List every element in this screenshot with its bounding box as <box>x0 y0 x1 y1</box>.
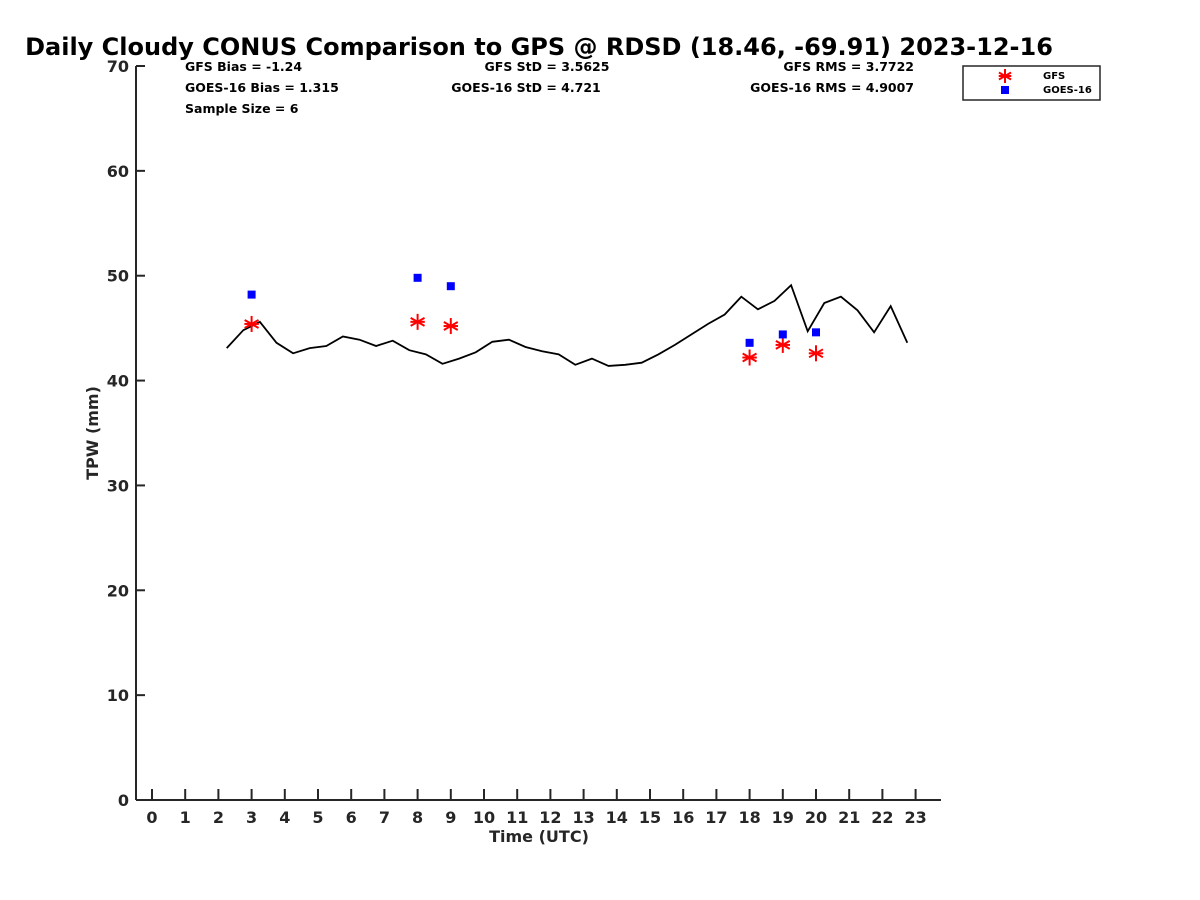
x-tick-label: 23 <box>904 808 926 827</box>
x-tick-label: 22 <box>871 808 893 827</box>
x-tick-label: 1 <box>180 808 191 827</box>
goes16-point <box>247 290 256 299</box>
x-tick-label: 9 <box>445 808 456 827</box>
x-axis-label: Time (UTC) <box>489 827 589 846</box>
goes16-point <box>812 328 820 337</box>
y-tick-label: 60 <box>107 162 129 181</box>
x-tick-label: 15 <box>639 808 661 827</box>
x-ticks: 0 1 2 3 4 5 6 7 8 9 10 11 12 13 14 15 16 17 18 19 20 21 22 23 <box>146 789 927 827</box>
chart-title: Daily Cloudy CONUS Comparison to GPS @ R… <box>25 33 1053 61</box>
goes16-point <box>745 338 754 347</box>
y-tick-label: 30 <box>107 476 129 495</box>
plot-area <box>226 273 909 367</box>
gfs-point <box>244 315 260 332</box>
goes16-point <box>413 273 422 282</box>
gfs-point <box>808 345 824 362</box>
y-tick-label: 10 <box>107 686 129 705</box>
x-tick-label: 4 <box>279 808 290 827</box>
y-tick-label: 0 <box>118 791 129 810</box>
gfs-point <box>775 336 791 353</box>
y-axis-label: TPW (mm) <box>83 386 102 480</box>
x-tick-label: 12 <box>539 808 561 827</box>
gfs-std-stat: GFS StD = 3.5625 <box>485 59 610 74</box>
stats-block: GFS Bias = -1.24 GOES-16 Bias = 1.315 Sa… <box>185 59 914 116</box>
sample-size-stat: Sample Size = 6 <box>185 101 299 116</box>
goes16-point <box>778 330 787 339</box>
y-tick-label: 40 <box>107 372 129 391</box>
y-ticks: 0 10 20 30 40 50 60 70 <box>107 57 145 810</box>
x-tick-label: 21 <box>838 808 860 827</box>
x-tick-label: 6 <box>346 808 357 827</box>
legend-box <box>962 65 1101 101</box>
x-tick-label: 10 <box>473 808 495 827</box>
legend-gfs-marker <box>998 69 1012 83</box>
x-tick-label: 11 <box>506 808 528 827</box>
gfs-bias-stat: GFS Bias = -1.24 <box>185 59 302 74</box>
x-tick-label: 17 <box>705 808 727 827</box>
gfs-point <box>443 318 459 335</box>
gfs-rms-stat: GFS RMS = 3.7722 <box>783 59 914 74</box>
goes-rms-stat: GOES-16 RMS = 4.9007 <box>750 80 914 95</box>
x-tick-label: 8 <box>412 808 423 827</box>
x-tick-label: 13 <box>572 808 594 827</box>
x-tick-label: 7 <box>379 808 390 827</box>
legend-gfs-label: GFS <box>1043 71 1065 82</box>
y-tick-label: 70 <box>107 57 129 76</box>
legend-goes-marker <box>1001 86 1009 94</box>
x-tick-label: 20 <box>805 808 827 827</box>
legend: GFS GOES-16 <box>962 65 1101 101</box>
x-tick-label: 14 <box>606 808 628 827</box>
goes16-point <box>446 282 455 291</box>
x-tick-label: 16 <box>672 808 694 827</box>
axes <box>135 66 941 801</box>
legend-gfs-asterisk <box>998 69 1012 83</box>
x-tick-label: 18 <box>738 808 760 827</box>
gfs-point <box>410 313 426 330</box>
gfs-point <box>742 349 758 366</box>
goes-bias-stat: GOES-16 Bias = 1.315 <box>185 80 339 95</box>
x-tick-label: 0 <box>146 808 157 827</box>
x-tick-label: 3 <box>246 808 257 827</box>
legend-goes-label: GOES-16 <box>1043 85 1092 96</box>
y-tick-label: 20 <box>107 581 129 600</box>
goes-std-stat: GOES-16 StD = 4.721 <box>451 80 600 95</box>
x-tick-label: 5 <box>312 808 323 827</box>
y-tick-label: 50 <box>107 267 129 286</box>
x-tick-label: 2 <box>213 808 224 827</box>
x-tick-label: 19 <box>772 808 794 827</box>
gps-series-line <box>226 283 909 367</box>
